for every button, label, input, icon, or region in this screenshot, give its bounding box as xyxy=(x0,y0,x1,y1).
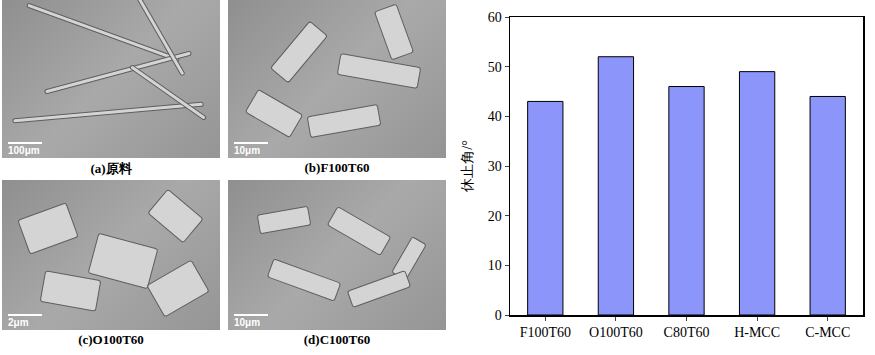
svg-text:C80T60: C80T60 xyxy=(664,325,710,340)
svg-text:20: 20 xyxy=(488,209,502,224)
svg-text:30: 30 xyxy=(488,159,502,174)
html-text:(b)F100T60: (b)F100T60 xyxy=(304,160,370,175)
html-text:100μm: 100μm xyxy=(8,145,40,156)
svg-text:O100T60: O100T60 xyxy=(589,325,643,340)
svg-text:F100T60: F100T60 xyxy=(520,325,571,340)
svg-text:0: 0 xyxy=(495,308,502,323)
html-text:10μm: 10μm xyxy=(234,145,261,156)
html-text:(c)O100T60: (c)O100T60 xyxy=(78,332,144,347)
svg-text:60: 60 xyxy=(488,10,502,25)
svg-text:C-MCC: C-MCC xyxy=(805,325,850,340)
svg-text:10: 10 xyxy=(488,258,502,273)
html-text:(d)C100T60: (d)C100T60 xyxy=(303,332,371,347)
svg-text:50: 50 xyxy=(488,60,502,75)
svg-text:H-MCC: H-MCC xyxy=(734,325,780,340)
svg-text:40: 40 xyxy=(488,109,502,124)
html-text:(a)原料: (a)原料 xyxy=(90,161,132,176)
html-text:2μm: 2μm xyxy=(8,317,29,328)
html-text:10μm: 10μm xyxy=(234,317,261,328)
svg-text:休止角/°: 休止角/° xyxy=(460,140,475,192)
